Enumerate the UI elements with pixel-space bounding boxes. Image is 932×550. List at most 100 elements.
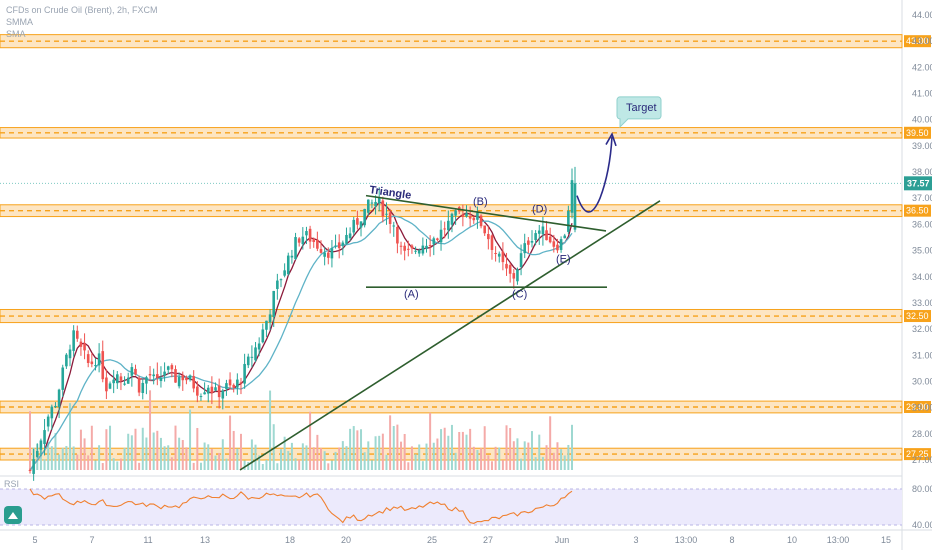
volume-bar <box>421 461 424 470</box>
volume-bar <box>483 426 486 470</box>
candle-body <box>326 252 330 258</box>
candle-body <box>519 253 523 268</box>
volume-bar <box>469 428 472 470</box>
volume-bar <box>334 451 337 470</box>
candle-body <box>297 238 301 243</box>
candle-body <box>261 329 265 343</box>
price-tick-label: 34.00 <box>912 272 932 282</box>
candle-body <box>396 226 399 244</box>
candle-body <box>476 212 479 220</box>
candle-body <box>508 265 512 274</box>
volume-bar <box>505 425 508 470</box>
candle-body <box>257 343 261 350</box>
zone-price-tag <box>904 310 931 323</box>
volume-bar <box>163 446 166 470</box>
volume-bar <box>407 462 410 470</box>
tradingview-logo-icon[interactable] <box>4 506 22 524</box>
candle-body <box>337 242 341 249</box>
zone-price-label: 39.50 <box>906 128 929 138</box>
price-tick-label: 41.00 <box>912 89 932 99</box>
volume-bar <box>178 437 181 470</box>
time-tick-label: 7 <box>89 535 94 545</box>
zone-price-tag <box>904 204 931 217</box>
volume-bar <box>549 416 552 470</box>
candle-body <box>75 330 79 339</box>
price-tick-label: 30.00 <box>912 376 932 386</box>
candle-body <box>436 238 439 240</box>
volume-bar <box>498 447 501 470</box>
candle-body <box>512 273 516 279</box>
candle-body <box>443 228 446 230</box>
candle-body <box>290 255 294 258</box>
candle-body <box>356 218 359 225</box>
candle-body <box>35 451 39 457</box>
volume-bar <box>436 438 439 470</box>
volume-bar <box>338 447 341 470</box>
candle-body <box>374 201 377 207</box>
candle-body <box>199 396 203 398</box>
volume-bar <box>134 428 137 470</box>
candle-body <box>156 374 159 378</box>
candle-body <box>465 213 468 217</box>
candle-body <box>454 210 457 216</box>
volume-bar <box>450 424 453 470</box>
volume-bar <box>541 456 544 470</box>
volume-bar <box>156 430 159 470</box>
time-tick-label: 15 <box>881 535 891 545</box>
volume-bar <box>301 443 304 470</box>
volume-bar <box>239 433 242 470</box>
candle-body <box>148 374 152 376</box>
volume-bar <box>50 446 53 470</box>
volume-bar <box>101 463 104 470</box>
candle-body <box>250 356 254 358</box>
volume-bar <box>218 452 221 470</box>
volume-bar <box>432 442 435 470</box>
price-tick-label: 43.00 <box>912 36 932 46</box>
candle-body <box>392 225 396 227</box>
candle-body <box>330 248 334 259</box>
volume-bar <box>556 442 559 470</box>
price-tick-label: 31.00 <box>912 350 932 360</box>
volume-bar <box>145 437 148 470</box>
candle-body <box>428 245 432 247</box>
volume-bar <box>487 455 490 470</box>
candle-body <box>537 230 541 234</box>
volume-bar <box>443 427 446 470</box>
candle-body <box>301 236 305 245</box>
candle-body <box>72 330 75 351</box>
volume-bar <box>480 448 483 470</box>
volume-bar <box>385 454 388 470</box>
rsi-tick-label: 80.00 <box>912 484 932 494</box>
candle-body <box>192 376 195 389</box>
volume-bar <box>181 440 184 470</box>
candle-body <box>228 379 232 386</box>
candle-body <box>559 239 563 250</box>
candle-body <box>385 213 388 215</box>
time-tick-label: 13:00 <box>827 535 850 545</box>
candle-body <box>206 387 210 394</box>
candle-body <box>152 374 155 377</box>
rsi-line <box>29 488 573 524</box>
candle-body <box>497 253 501 257</box>
price-tick-label: 44.00 <box>912 10 932 20</box>
candle-body <box>112 379 115 384</box>
candle-body <box>137 377 141 393</box>
candle-body <box>283 270 286 276</box>
volume-bar <box>501 460 504 470</box>
volume-bar <box>247 461 250 470</box>
candle-body <box>548 236 552 243</box>
candle-body <box>516 269 519 282</box>
annotation-label: (A) <box>404 289 419 301</box>
candle-body <box>108 383 112 389</box>
support-resistance-zones: 43.00 39.50 36.50 32.50 29.00 27.25 <box>0 34 931 461</box>
volume-bar <box>29 411 31 470</box>
zone-price-tag <box>904 400 931 413</box>
volume-bar <box>229 415 232 470</box>
candle-body <box>185 377 188 381</box>
volume-bar <box>43 459 46 470</box>
candle-body <box>530 241 534 243</box>
candle-body <box>246 356 250 366</box>
volume-bar <box>76 454 79 470</box>
volume-bar <box>530 431 533 470</box>
